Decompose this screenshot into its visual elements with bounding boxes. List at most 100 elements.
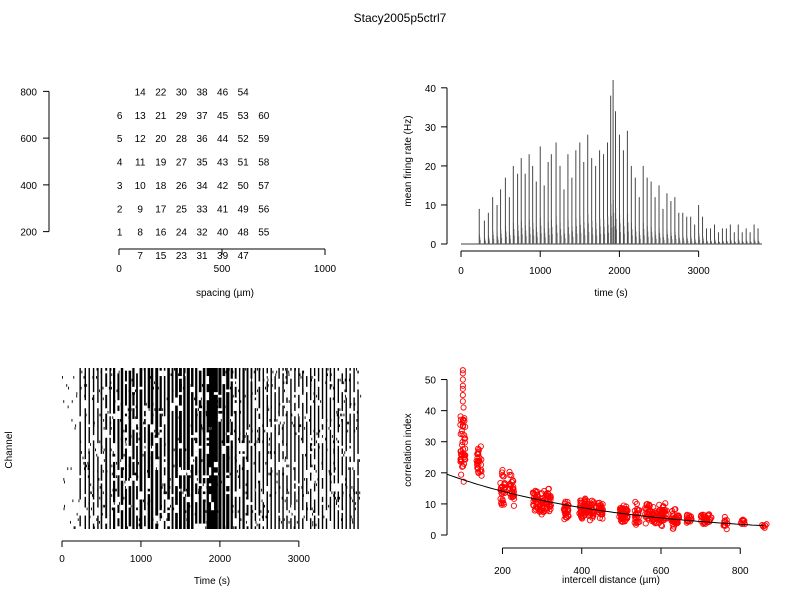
raster-gap <box>293 488 296 492</box>
electrode-label: 9 <box>137 204 143 215</box>
raster-spike <box>318 445 320 449</box>
raster-spike <box>84 373 86 377</box>
raster-spike <box>64 504 65 508</box>
raster-spike <box>139 432 141 436</box>
correlation-point <box>721 519 729 526</box>
raster-spike <box>342 491 344 495</box>
raster-gap <box>349 453 352 457</box>
correlation-point <box>658 506 666 513</box>
correlation-point <box>459 367 466 374</box>
raster-gap <box>167 520 171 527</box>
raster-spike <box>328 469 330 473</box>
raster-spike <box>190 424 192 428</box>
raster-spike <box>303 494 304 497</box>
correlation-point <box>672 506 679 513</box>
correlation-point <box>585 512 593 519</box>
raster-gap <box>246 461 249 470</box>
raster-spike <box>148 402 149 406</box>
burst-column <box>139 368 143 529</box>
raster-spike <box>114 488 116 492</box>
correlation-point <box>458 471 465 478</box>
electrode-label: 40 <box>217 228 229 239</box>
raster-spike <box>151 520 152 524</box>
raster-spike <box>120 437 122 441</box>
raster-spike <box>144 504 146 508</box>
raster-spike <box>202 429 204 433</box>
raster-spike <box>154 435 156 438</box>
raster-spike <box>125 386 127 390</box>
raster-gap <box>254 520 257 527</box>
raster-gap <box>349 461 352 468</box>
raster-gap <box>225 443 230 446</box>
raster-spike <box>227 402 229 406</box>
raster-gap <box>225 432 230 436</box>
raster-spike <box>253 370 255 374</box>
raster-gap <box>242 445 245 452</box>
x-tick-label: 2000 <box>608 266 631 277</box>
raster-gap <box>349 370 352 374</box>
raster-spike <box>98 478 100 481</box>
raster-spike <box>130 408 132 411</box>
raster-spike <box>232 504 234 508</box>
raster-spike <box>210 378 212 382</box>
raster-spike <box>163 510 165 513</box>
raster-spike <box>96 368 98 371</box>
raster-spike <box>272 370 274 374</box>
raster-gap <box>297 432 300 436</box>
raster-spike <box>231 504 233 508</box>
raster-spike <box>116 461 118 465</box>
electrode-label: 58 <box>258 158 270 169</box>
correlation-point <box>634 510 641 517</box>
raster-spike <box>120 402 122 406</box>
raster-spike <box>345 445 347 449</box>
raster-spike <box>160 483 162 487</box>
raster-gap <box>301 443 304 449</box>
raster-spike <box>138 523 140 527</box>
electrode-label: 50 <box>238 181 250 192</box>
raster-spike <box>120 459 122 462</box>
raster-spike <box>352 467 354 470</box>
correlation-point <box>458 458 465 465</box>
burst-column <box>266 368 268 529</box>
raster-gap <box>112 413 116 419</box>
raster-spike <box>269 494 271 497</box>
raster-spike <box>143 499 144 503</box>
raster-gap <box>208 467 214 476</box>
raster-spike <box>112 488 114 492</box>
raster-gap <box>337 432 340 441</box>
raster-gap <box>305 520 308 529</box>
raster-gap <box>230 416 234 422</box>
raster-gap <box>290 504 292 513</box>
raster-spike <box>288 400 290 403</box>
raster-gap <box>178 392 183 395</box>
electrode-label: 4 <box>117 158 123 169</box>
raster-spike <box>123 453 125 457</box>
raster-gap <box>317 515 320 519</box>
correlation-point <box>461 439 468 446</box>
raster-spike <box>123 496 125 500</box>
raster-spike <box>241 440 243 444</box>
raster-spike <box>255 368 257 371</box>
raster-spike <box>99 520 100 524</box>
raster-spike <box>184 515 186 519</box>
raster-gap <box>147 413 151 419</box>
raster-spike <box>176 512 178 516</box>
raster-spike <box>180 488 182 492</box>
electrode-label: 42 <box>217 181 229 192</box>
raster-spike <box>102 386 104 390</box>
raster-spike <box>102 491 104 495</box>
raster-spike <box>85 381 87 385</box>
raster-spike <box>227 410 229 414</box>
raster-spike <box>206 520 208 524</box>
correlation-point <box>506 468 513 475</box>
raster-spike <box>220 480 222 484</box>
raster-gap <box>206 440 210 444</box>
raster-spike <box>283 518 285 521</box>
raster-spike <box>87 464 89 468</box>
correlation-point <box>547 502 554 509</box>
raster-spike <box>338 416 340 419</box>
burst-column <box>333 368 336 529</box>
x-tick-label: 3000 <box>688 266 711 277</box>
correlation-point <box>459 370 466 377</box>
raster-spike <box>74 427 76 430</box>
